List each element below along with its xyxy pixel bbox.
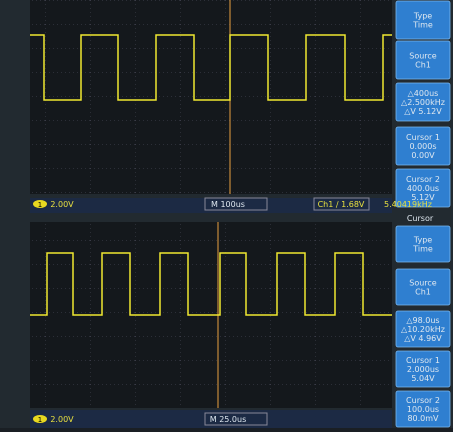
menu-text: 0.00V	[411, 151, 435, 160]
timebase: M 100us	[211, 200, 245, 209]
frequency: 5.40419kHz	[384, 200, 432, 209]
menu-text: Cursor 2	[406, 396, 440, 405]
menu-text: 100.0us	[407, 405, 439, 414]
menu-text: Time	[412, 245, 433, 254]
menu-header: Cursor	[407, 214, 434, 223]
menu-text: Time	[412, 21, 433, 30]
menu-text: △10.20kHz	[401, 325, 445, 334]
volt-scale: 2.00V	[50, 415, 74, 424]
menu-text: Cursor 1	[406, 356, 440, 365]
menu-text: Source	[409, 279, 437, 288]
channel-number: 1	[38, 201, 42, 209]
menu-text: 400.0us	[407, 184, 439, 193]
menu-text: Type	[413, 236, 432, 245]
menu-text: Ch1	[415, 288, 431, 297]
menu-text: △400us	[408, 89, 439, 98]
menu-text: 80.0mV	[407, 414, 439, 423]
menu-text: Type	[413, 12, 432, 21]
scope-photo: TypeTimeSourceCh1△400us△2.500kHz△V 5.12V…	[0, 0, 453, 428]
grid	[30, 0, 392, 194]
menu-text: △V 5.12V	[404, 107, 442, 116]
menu-text: Cursor 2	[406, 175, 440, 184]
timebase: M 25.0us	[210, 415, 247, 424]
menu-text: 0.000s	[409, 142, 436, 151]
menu-text: Ch1	[415, 61, 431, 70]
menu-text: 2.000us	[407, 365, 439, 374]
volt-scale: 2.00V	[50, 200, 74, 209]
channel-number: 1	[38, 416, 42, 424]
menu-text: 5.04V	[411, 374, 435, 383]
menu-text: Cursor 1	[406, 133, 440, 142]
menu-text: △V 4.96V	[404, 334, 442, 343]
menu-text: △98.0us	[406, 316, 439, 325]
trigger: Ch1 ∕ 1.68V	[318, 200, 365, 209]
page: TypeTimeSourceCh1△400us△2.500kHz△V 5.12V…	[0, 0, 453, 428]
menu-text: Source	[409, 52, 437, 61]
menu-text: △2.500kHz	[401, 98, 445, 107]
